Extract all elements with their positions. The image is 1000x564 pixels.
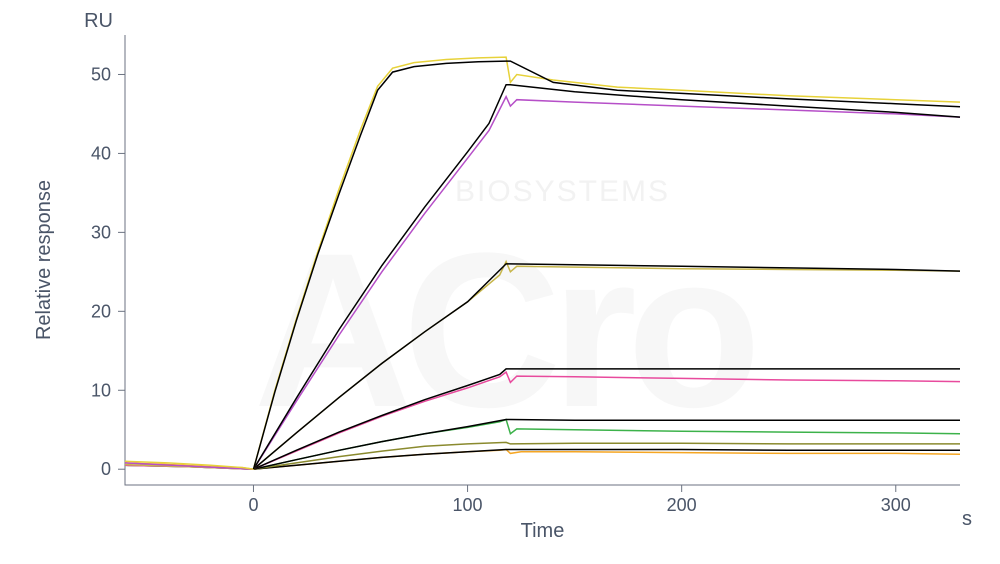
- y-tick-label: 10: [91, 380, 111, 400]
- y-tick-label: 20: [91, 301, 111, 321]
- chart-svg: BIOSYSTEMSACro 0 10 20 30 40 50 0 100 200 300 RU s Ti…: [0, 0, 1000, 564]
- y-tick-label: 0: [101, 459, 111, 479]
- watermark: BIOSYSTEMSACro: [254, 175, 753, 453]
- y-unit: RU: [84, 10, 113, 32]
- y-tick-label: 40: [91, 143, 111, 163]
- x-tick-label: 300: [881, 495, 911, 515]
- svg-text:BIOSYSTEMS: BIOSYSTEMS: [455, 175, 670, 208]
- x-tick-label: 200: [667, 495, 697, 515]
- y-tick-label: 30: [91, 222, 111, 242]
- x-unit: s: [962, 508, 972, 530]
- svg-text:ACro: ACro: [254, 207, 753, 453]
- sensorgram-chart: BIOSYSTEMSACro 0 10 20 30 40 50 0 100 200 300 RU s Ti…: [0, 0, 1000, 564]
- x-tick-label: 100: [453, 495, 483, 515]
- x-axis-title: Time: [521, 520, 565, 542]
- y-tick-label: 50: [91, 64, 111, 84]
- x-tick-label: 0: [248, 495, 258, 515]
- y-axis-title: Relative response: [33, 180, 55, 340]
- series-orange-low-color: [125, 450, 960, 470]
